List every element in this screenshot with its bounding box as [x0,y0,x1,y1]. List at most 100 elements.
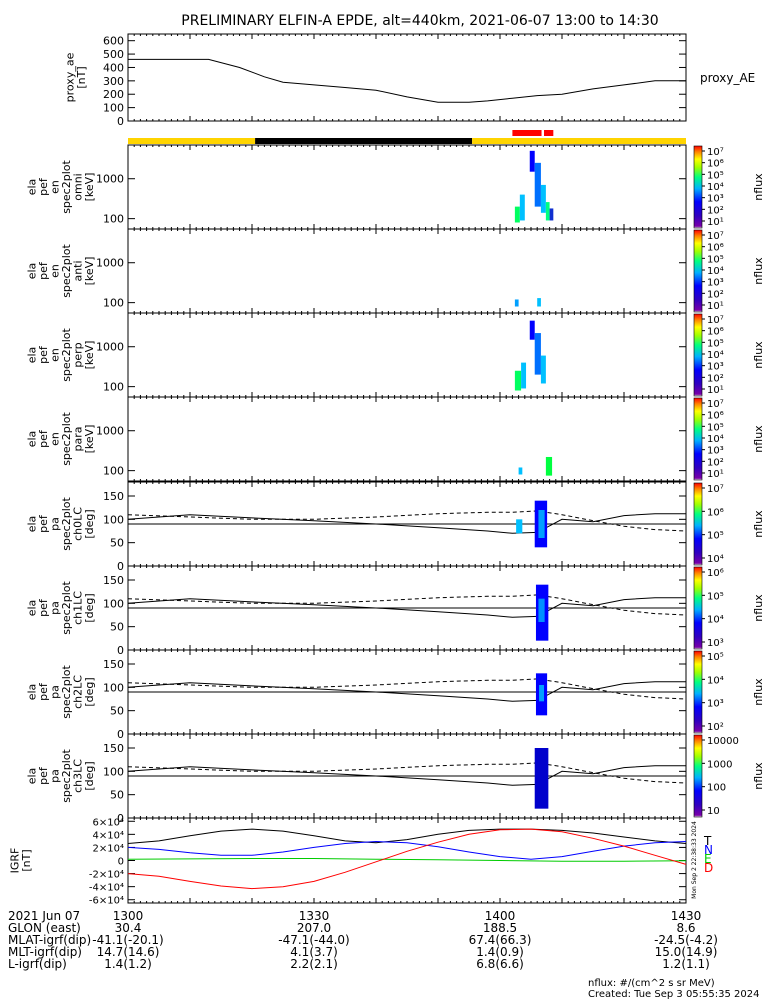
colorbar-ch3 [693,734,703,818]
energy-spectrogram-cell-4 [514,206,520,223]
pitch-1-ytick-label: 100 [103,597,124,610]
status-segment-1 [255,138,473,144]
proxy-ae-ytick-label: 400 [103,61,124,74]
pitch-1-ytick-label: 150 [103,574,124,587]
igrf-ylabel-line: IGRF [8,848,21,874]
energy-ylabel-2-line: ela [25,347,38,364]
energy-3-ytick-label: 1000 [96,425,124,438]
igrf-ylabel-line: [nT] [20,849,33,871]
pitch-spectrogram-cell-1 [538,510,545,538]
energy-spectrogram-cell-1 [534,162,541,207]
pitch-ylabel-3-line: [deg] [83,761,96,790]
energy-spectrogram-cell-12 [514,299,519,307]
colorbar-energy-2 [693,313,703,397]
igrf-series-E [127,858,687,862]
igrf-ytick-label: -6×10⁴ [89,896,124,907]
igrf-legend-T: T [703,834,712,848]
footer-created: Created: Tue Sep 3 05:55:35 2024 [588,989,760,1000]
energy-spectrogram-cell-8 [534,333,541,375]
energy-ylabel-1-line: ela [25,263,38,280]
proxy-ae-ytick-label: 500 [103,48,124,61]
colorbar-ch2-label: 10³ [707,699,724,710]
colorbar-ch2-label: 10² [707,722,724,733]
status-bar [128,130,686,144]
x-col-0-row-0: 1300 [113,909,144,923]
x-col-0-row-1: 30.4 [115,921,142,935]
pitch-ylabel-0-line: pef [37,514,50,533]
colorbar-title-text: nflux [752,678,765,706]
pitch-spectrogram-cell-7 [534,748,549,809]
energy-ylabel-1-line: anti [71,260,84,281]
energy-panel-1 [127,228,687,314]
colorbar-title-text: nflux [752,594,765,622]
proxy-ae-ylabel-line: proxy_ae [63,52,76,102]
pitch-0-ytick-label: 50 [110,537,124,550]
igrf-ytick-label: 4×10⁴ [93,830,124,841]
loss-cone-line-3 [127,765,686,786]
energy-spectrogram-cell-13 [537,298,541,307]
footer-units: nflux: #/(cm^2 s sr MeV) [588,978,715,989]
colorbar-ch1-title: nflux [752,594,765,622]
x-col-1-row-4: 2.2(2.1) [290,957,338,971]
energy-spectrogram-cell-9 [540,355,546,384]
colorbar-energy-0-title: nflux [752,173,765,201]
energy-ylabel-0-line: spec2plot [60,160,73,214]
x-col-3-row-0: 1430 [671,909,702,923]
pitch-ylabel-2-line: pa [48,685,61,699]
pitch-spectrogram-cell-2 [516,519,523,534]
energy-spectrogram-cell-3 [545,202,550,221]
colorbar-energy-0-label: 10⁵ [707,170,724,181]
x-row-label-0: 2021 Jun 07 [8,909,80,923]
x-row-label-2: MLAT-igrf(dip) [8,933,91,947]
colorbar-ch0-label: 10⁵ [707,531,724,542]
colorbar-title-text: nflux [752,173,765,201]
pitch-ylabel-3-line: ela [25,768,38,785]
pitch-ylabel-2-line: [deg] [83,677,96,706]
igrf-side-text-label: Mon Sep 2 22:38:33 2024 [691,821,698,899]
colorbar-energy-2-label: 10¹ [707,385,724,396]
colorbar-ch0-label: 10⁶ [707,507,724,518]
pitch-ylabel-1-line: ch1LC [71,591,84,625]
colorbar-title-text: nflux [752,510,765,538]
energy-ylabel-1-line: pef [37,261,50,280]
energy-ylabel-2-line: pef [37,345,50,364]
colorbar-energy-3-label: 10⁶ [707,411,724,422]
anti-loss-cone-line-0 [127,510,687,532]
colorbar-energy-3-label: 10⁵ [707,422,724,433]
pitch-ylabel-2-line: pef [37,682,50,701]
pitch-spectrogram-cell-4 [538,598,545,622]
energy-spectrogram-cell-14 [545,456,553,476]
pitch-0-ytick-label: 150 [103,490,124,503]
x-col-0-row-4: 1.4(1.2) [104,957,152,971]
pitch-ylabel-0-line: [deg] [83,509,96,538]
energy-ylabel-2-line: [keV] [83,341,96,370]
x-col-2-row-4: 6.8(6.6) [476,957,524,971]
colorbar-ch3-label: 100 [707,783,726,794]
colorbar-ch3-label: 10 [707,806,720,817]
x-col-0-row-3: 14.7(14.6) [97,945,160,959]
colorbar-title-text: nflux [752,257,765,285]
colorbar-ch2 [693,650,703,734]
colorbar-energy-2-label: 10⁵ [707,338,724,349]
colorbar-ch1-label: 10⁶ [707,568,724,579]
x-col-3-row-2: -24.5(-4.2) [654,933,718,947]
colorbar-energy-3 [693,397,703,481]
anti-loss-cone-line-1 [127,594,687,616]
proxy-ae-ylabel: proxy_ae[nT] [63,52,88,102]
colorbar-title-text: nflux [752,341,765,369]
colorbar-energy-1-label: 10¹ [707,301,724,312]
energy-ylabel-0-line: en [48,180,61,194]
colorbar-ch1-label: 10³ [707,638,724,649]
pitch-ylabel-3-line: pef [37,766,50,785]
proxy-ae-panel [127,33,687,122]
igrf-ytick-label: 2×10⁴ [93,843,124,854]
x-col-2-row-1: 188.5 [483,921,517,935]
energy-0-ytick-label: 100 [103,213,124,226]
colorbar-energy-2-label: 10² [707,373,724,384]
